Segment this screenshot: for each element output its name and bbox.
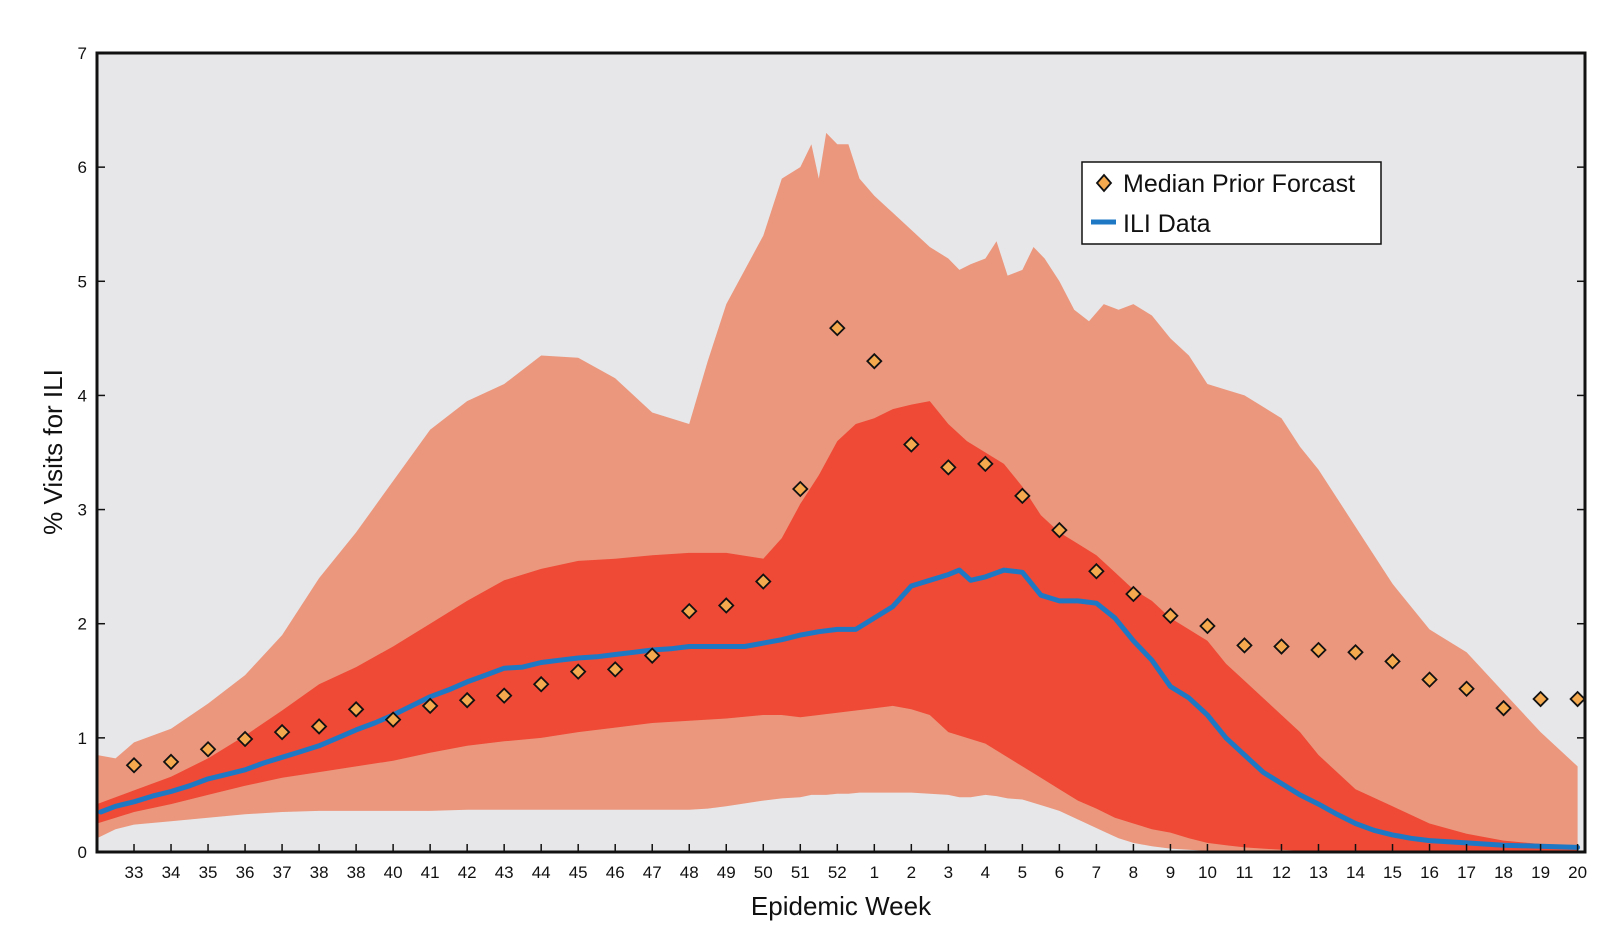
y-tick-label: 6	[78, 158, 87, 177]
x-tick-label: 12	[1272, 863, 1291, 882]
median-forecast-point	[866, 352, 883, 370]
median-forecast-point	[532, 675, 550, 693]
median-forecast-point	[569, 663, 587, 680]
median-forecast-point	[1162, 607, 1179, 624]
x-tick-label: 50	[754, 863, 773, 882]
x-tick-label: 34	[162, 863, 181, 882]
x-tick-label: 3	[944, 863, 953, 882]
x-tick-label: 11	[1236, 863, 1254, 882]
median-forecast-point	[940, 459, 957, 476]
median-forecast-point	[1014, 487, 1031, 505]
x-tick-label: 36	[236, 863, 255, 882]
median-forecast-point	[1347, 643, 1364, 661]
y-tick-label: 5	[78, 272, 87, 291]
median-forecast-point	[1458, 680, 1475, 698]
median-forecast-point	[384, 711, 402, 728]
median-forecast-point	[977, 455, 994, 473]
x-tick-label: 43	[495, 863, 514, 882]
x-tick-label: 51	[791, 863, 810, 882]
x-tick-label: 9	[1166, 863, 1175, 882]
median-forecast-point	[1125, 585, 1142, 603]
median-forecast-point	[1532, 690, 1549, 708]
median-forecast-point	[829, 319, 846, 337]
x-tick-label: 38	[310, 863, 329, 882]
median-forecast-point	[1236, 637, 1253, 654]
median-forecast-point	[754, 573, 772, 590]
median-forecast-point	[125, 756, 143, 774]
y-axis-title: % Visits for ILI	[38, 369, 68, 535]
median-forecast-point	[421, 697, 439, 715]
x-tick-label: 44	[532, 863, 551, 882]
x-tick-label: 35	[199, 863, 218, 882]
median-forecast-point	[606, 661, 624, 678]
median-forecast-point	[717, 597, 735, 614]
y-tick-label: 2	[78, 615, 87, 634]
ili-data-line	[98, 567, 1581, 850]
x-tick-label: 19	[1531, 863, 1550, 882]
median-forecast-point	[1384, 653, 1401, 670]
y-tick-label: 3	[78, 501, 87, 520]
x-tick-label: 41	[421, 863, 440, 882]
x-tick-label: 7	[1092, 863, 1101, 882]
median-forecast-point	[1421, 671, 1438, 688]
x-tick-label: 17	[1457, 863, 1476, 882]
median-forecast-point	[347, 701, 365, 718]
median-forecast-point	[1273, 638, 1290, 655]
x-tick-label: 10	[1198, 863, 1217, 882]
y-tick-label: 1	[78, 729, 87, 748]
x-tick-label: 45	[569, 863, 588, 882]
x-tick-label: 37	[273, 863, 292, 882]
median-forecast-point	[1495, 699, 1512, 717]
y-tick-label: 4	[78, 386, 87, 405]
x-tick-label: 52	[828, 863, 847, 882]
y-tick-label: 0	[78, 843, 87, 862]
legend-box	[1081, 161, 1382, 245]
x-tick-label: 46	[606, 863, 625, 882]
median-forecast-point	[1310, 641, 1327, 659]
median-forecast-point	[310, 718, 328, 735]
inner-interval-band	[97, 401, 1578, 852]
median-forecast-point	[162, 753, 180, 771]
x-tick-label: 2	[907, 863, 916, 882]
x-tick-label: 38	[347, 863, 366, 882]
legend-label-median: Median Prior Forcast	[1123, 170, 1355, 198]
legend: Median Prior Forcast ILI Data	[1081, 161, 1382, 245]
x-tick-label: 42	[458, 863, 477, 882]
median-forecast-point	[643, 647, 661, 664]
median-forecast-point	[1569, 690, 1586, 708]
median-forecast-point	[495, 687, 513, 704]
x-tick-label: 1	[870, 863, 879, 882]
legend-label-ili: ILI Data	[1123, 210, 1211, 238]
median-forecast-point	[1051, 521, 1068, 539]
median-forecast-point	[199, 740, 217, 758]
median-forecast-point	[680, 602, 698, 620]
x-tick-label: 20	[1568, 863, 1587, 882]
x-tick-label: 16	[1420, 863, 1439, 882]
x-tick-label: 18	[1494, 863, 1513, 882]
x-tick-label: 49	[717, 863, 736, 882]
x-tick-label: 47	[643, 863, 662, 882]
x-tick-label: 40	[384, 863, 403, 882]
x-tick-label: 5	[1018, 863, 1027, 882]
x-tick-label: 33	[125, 863, 144, 882]
median-forecast-point	[273, 723, 291, 741]
x-tick-label: 13	[1309, 863, 1328, 882]
median-forecast-point	[236, 730, 254, 748]
median-forecast-point	[1199, 617, 1216, 635]
plot-frame	[95, 51, 1587, 854]
x-tick-label: 15	[1383, 863, 1402, 882]
x-tick-label: 8	[1129, 863, 1138, 882]
median-forecast-point	[458, 691, 476, 709]
median-forecast-point	[903, 436, 920, 453]
x-tick-label: 14	[1346, 863, 1365, 882]
x-tick-label: 4	[981, 863, 990, 882]
y-tick-label: 7	[78, 44, 87, 63]
median-forecast-point	[792, 480, 809, 498]
x-axis-title: Epidemic Week	[751, 891, 932, 921]
legend-diamond-icon	[1095, 173, 1113, 193]
x-tick-label: 48	[680, 863, 699, 882]
median-forecast-point	[1088, 562, 1105, 580]
x-tick-label: 6	[1055, 863, 1064, 882]
